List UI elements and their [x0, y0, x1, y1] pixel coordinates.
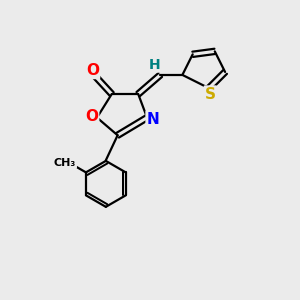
Text: CH₃: CH₃: [54, 158, 76, 168]
Text: H: H: [148, 58, 160, 72]
Text: O: O: [86, 63, 99, 78]
Text: S: S: [205, 87, 216, 102]
Text: N: N: [147, 112, 159, 127]
Text: O: O: [85, 109, 98, 124]
